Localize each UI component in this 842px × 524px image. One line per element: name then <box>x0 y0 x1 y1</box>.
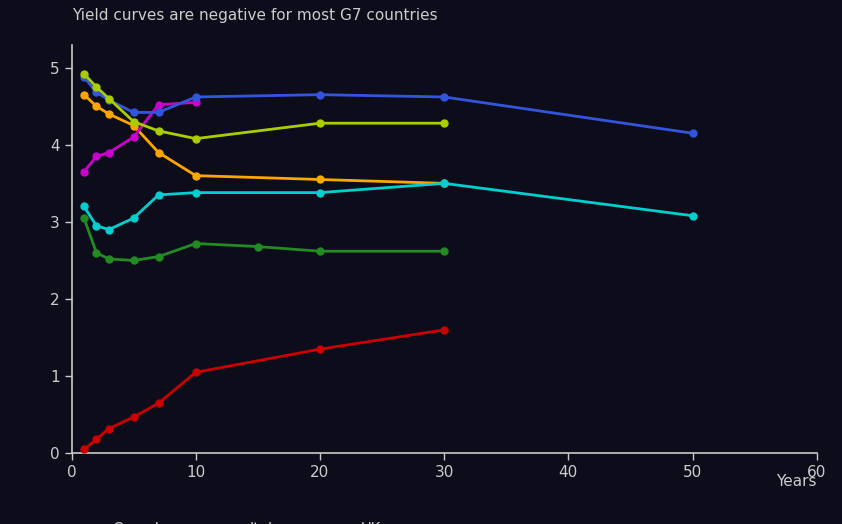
Text: Yield curves are negative for most G7 countries: Yield curves are negative for most G7 co… <box>72 8 437 23</box>
Text: Years: Years <box>776 474 817 489</box>
Legend: Canada, France, Germany, Italy, Japan, UK, US: Canada, France, Germany, Italy, Japan, U… <box>72 522 381 524</box>
